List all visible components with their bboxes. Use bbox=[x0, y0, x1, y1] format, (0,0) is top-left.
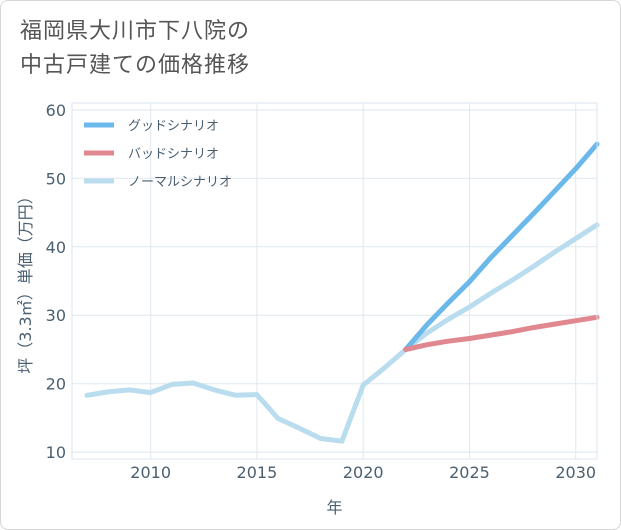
series-lines bbox=[84, 141, 600, 444]
y-tick-label: 40 bbox=[46, 238, 66, 257]
y-tick-label: 10 bbox=[46, 443, 66, 462]
x-tick-label: 2010 bbox=[130, 463, 171, 482]
series-line-1 bbox=[403, 141, 600, 352]
y-tick-label: 50 bbox=[46, 169, 66, 188]
series-line-3 bbox=[84, 222, 600, 444]
series-line-2 bbox=[403, 314, 600, 352]
x-tick-label: 2015 bbox=[237, 463, 278, 482]
x-tick-label: 2025 bbox=[449, 463, 490, 482]
plot-frame bbox=[71, 102, 598, 460]
legend-label: ノーマルシナリオ bbox=[128, 175, 232, 190]
chart-title: 福岡県大川市下八院の 中古戸建ての価格推移 bbox=[20, 15, 250, 83]
x-axis-label: 年 bbox=[326, 498, 342, 517]
y-axis-label: 坪（3.3㎡）単価（万円） bbox=[16, 188, 35, 373]
legend-label: バッドシナリオ bbox=[128, 147, 219, 162]
chart-title-line-2: 中古戸建ての価格推移 bbox=[20, 53, 251, 78]
y-tick-label: 60 bbox=[46, 101, 66, 120]
legend-label: グッドシナリオ bbox=[128, 119, 219, 134]
y-tick-label: 20 bbox=[46, 375, 66, 394]
x-tick-label: 2030 bbox=[555, 463, 596, 482]
x-tick-label: 2020 bbox=[343, 463, 384, 482]
y-tick-label: 30 bbox=[46, 306, 66, 325]
chart-title-line-1: 福岡県大川市下八院の bbox=[20, 19, 251, 44]
grid bbox=[72, 103, 597, 459]
